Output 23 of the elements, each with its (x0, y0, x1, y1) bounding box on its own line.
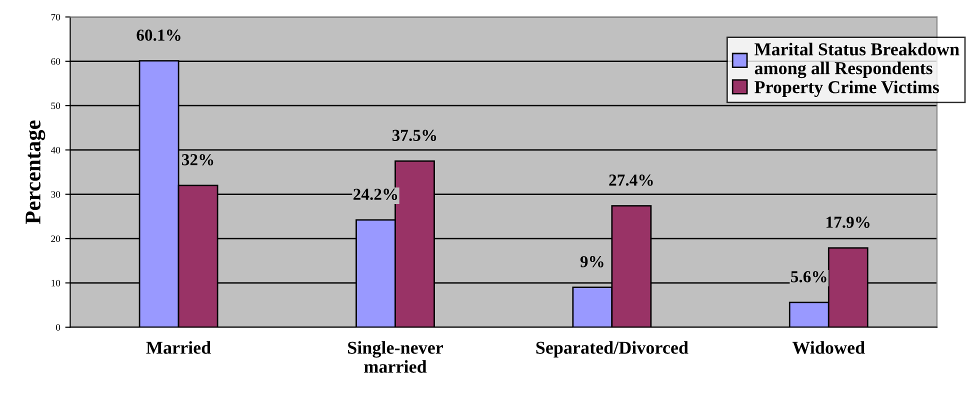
y-tick-label: 40 (50, 146, 60, 154)
data-label: 60.1% (136, 30, 180, 41)
data-label: 32% (182, 154, 214, 166)
y-axis-title: Percentage (26, 120, 46, 224)
data-label: 37.5% (392, 130, 436, 142)
y-tick-label: 60 (51, 58, 60, 65)
x-tick-label: Separated/Divorced (536, 341, 688, 358)
data-label: 24.2% (354, 188, 398, 200)
y-tick-label: 30 (51, 191, 60, 198)
legend-label: Property Crime Victims (754, 80, 940, 97)
data-label: 17.9% (826, 216, 870, 228)
x-tick-label: Single-never married (348, 341, 443, 373)
data-label: 27.4% (609, 174, 653, 186)
x-tick-label: Widowed (792, 341, 865, 354)
y-tick-label: 50 (51, 102, 60, 110)
legend-label: Marital Status Breakdown among all Respondents (754, 42, 960, 78)
data-label: 9% (580, 256, 604, 268)
y-tick-label: 20 (51, 236, 60, 242)
y-tick-label: 0 (56, 324, 60, 331)
y-tick-label: 70 (51, 14, 60, 20)
data-label: 5.6% (791, 271, 826, 282)
x-tick-label: Married (146, 341, 211, 354)
y-tick-label: 10 (52, 280, 60, 286)
